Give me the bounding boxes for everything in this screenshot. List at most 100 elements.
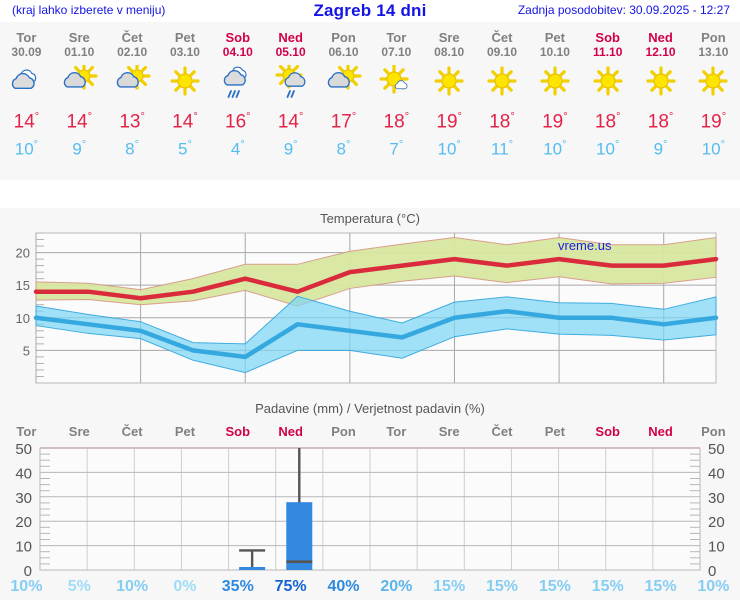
temperature-max-value: 13 <box>119 111 141 133</box>
precipitation-day-label: Sob <box>595 424 620 439</box>
degree-symbol: ° <box>721 111 727 123</box>
precipitation-day-label: Pet <box>544 424 565 439</box>
day-column[interactable]: Ned 12.10 18° 9° <box>634 22 687 180</box>
day-column[interactable]: Pon 06.10 17° 8° <box>317 22 370 180</box>
degree-symbol: ° <box>293 139 298 152</box>
temperature-min: 10° <box>596 135 619 160</box>
degree-symbol: ° <box>87 111 93 123</box>
degree-symbol: ° <box>508 139 514 152</box>
degree-symbol: ° <box>404 111 410 123</box>
temperature-min-value: 9 <box>653 139 664 159</box>
day-column[interactable]: Čet 02.10 13° 8° <box>106 22 159 180</box>
day-date: 30.09 <box>11 45 42 59</box>
svg-text:40: 40 <box>15 465 32 482</box>
svg-text:15: 15 <box>16 278 30 293</box>
temperature-max-value: 16 <box>225 111 247 133</box>
day-column[interactable]: Sre 01.10 14° 9° <box>53 22 106 180</box>
degree-symbol: ° <box>140 111 145 123</box>
day-column[interactable]: Čet 09.10 18° 11° <box>476 22 529 180</box>
precipitation-day-label: Čet <box>121 424 143 439</box>
daily-forecast-strip: Tor 30.09 14° 10° Sre 01.10 14° 9° Čet 02.10 13° 8°… <box>0 22 740 180</box>
temperature-max: 18° <box>489 106 515 133</box>
day-date: 02.10 <box>117 45 148 59</box>
day-date: 04.10 <box>222 45 253 59</box>
svg-text:5: 5 <box>23 343 30 358</box>
day-date: 09.10 <box>487 45 518 59</box>
day-column[interactable]: Pet 03.10 14° 5° <box>159 22 212 180</box>
degree-symbol: ° <box>240 139 245 152</box>
temperature-max-value: 19 <box>436 111 458 133</box>
day-column[interactable]: Tor 07.10 18° 7° <box>370 22 423 180</box>
temperature-max: 19° <box>542 106 568 133</box>
temperature-min: 10° <box>15 135 38 160</box>
day-column[interactable]: Sob 04.10 16° 4° <box>211 22 264 180</box>
sunny-icon <box>162 64 208 100</box>
day-date: 10.10 <box>539 45 570 59</box>
degree-symbol: ° <box>187 139 192 152</box>
day-date: 08.10 <box>434 45 465 59</box>
temperature-max: 18° <box>595 106 621 133</box>
svg-text:50: 50 <box>15 441 32 458</box>
temperature-max: 19° <box>436 106 462 133</box>
temperature-min-value: 9 <box>283 139 294 159</box>
degree-symbol: ° <box>246 111 251 123</box>
precipitation-chart-title: Padavine (mm) / Verjetnost padavin (%) <box>255 401 485 416</box>
precipitation-probability: 10% <box>697 578 730 595</box>
day-column[interactable]: Pet 10.10 19° 10° <box>528 22 581 180</box>
day-column[interactable]: Sob 11.10 18° 10° <box>581 22 634 180</box>
precipitation-day-label: Tor <box>16 424 37 439</box>
degree-symbol: ° <box>614 139 620 152</box>
degree-symbol: ° <box>346 139 351 152</box>
section-divider <box>0 180 740 208</box>
day-column[interactable]: Ned 05.10 14° 9° <box>264 22 317 180</box>
degree-symbol: ° <box>81 139 87 152</box>
day-of-week: Ned <box>648 30 673 45</box>
day-column[interactable]: Tor 30.09 14° 10° <box>0 22 53 180</box>
precipitation-probability: 0% <box>173 578 197 595</box>
day-column[interactable]: Pon 13.10 19° 10° <box>687 22 740 180</box>
day-of-week: Sob <box>225 30 251 45</box>
svg-text:10: 10 <box>16 311 30 326</box>
day-date: 11.10 <box>593 45 623 59</box>
page-header: (kraj lahko izberete v meniju) Zagreb 14… <box>0 0 740 22</box>
precipitation-probability: 10% <box>116 578 149 595</box>
temperature-min-value: 10 <box>596 139 615 159</box>
temperature-max-value: 19 <box>542 111 564 133</box>
degree-symbol: ° <box>510 111 515 123</box>
degree-symbol: ° <box>668 111 674 123</box>
temperature-min-value: 8 <box>125 139 135 159</box>
svg-text:0: 0 <box>24 563 32 580</box>
day-column[interactable]: Sre 08.10 19° 10° <box>423 22 476 180</box>
temperature-max: 18° <box>648 106 674 133</box>
precipitation-probability: 35% <box>221 578 254 595</box>
day-of-week: Sob <box>595 30 620 45</box>
precipitation-probability: 75% <box>274 578 307 595</box>
sun-small-cloud-icon <box>373 64 419 100</box>
watermark-vreme-us: vreme.us <box>558 238 612 253</box>
precipitation-day-label: Pon <box>331 424 356 439</box>
day-of-week: Tor <box>386 30 407 45</box>
day-of-week: Sre <box>68 30 90 45</box>
degree-symbol: ° <box>563 111 568 123</box>
degree-symbol: ° <box>134 139 140 152</box>
sunny-icon <box>585 64 631 100</box>
temperature-max: 14° <box>14 106 40 133</box>
temperature-min-value: 4 <box>230 139 241 159</box>
svg-text:30: 30 <box>708 490 725 507</box>
temperature-min: 10° <box>543 135 566 160</box>
temperature-max-value: 19 <box>700 111 722 133</box>
precipitation-probability: 5% <box>67 578 91 595</box>
degree-symbol: ° <box>562 139 567 152</box>
temperature-min: 5° <box>178 135 192 160</box>
temperature-max-value: 14 <box>66 111 88 133</box>
degree-symbol: ° <box>663 139 668 152</box>
precipitation-probability: 15% <box>538 578 571 595</box>
precipitation-probability: 20% <box>380 578 413 595</box>
temperature-min: 8° <box>337 135 351 160</box>
svg-text:50: 50 <box>708 441 725 458</box>
degree-symbol: ° <box>457 111 462 123</box>
temperature-max: 14° <box>278 106 304 133</box>
precipitation-probability-row: 10% 5% 10% 0% 35% 75% 40% 20% 15% 15% 15% 15% 15% 10% <box>0 578 740 596</box>
cloudy-icon <box>3 64 49 100</box>
